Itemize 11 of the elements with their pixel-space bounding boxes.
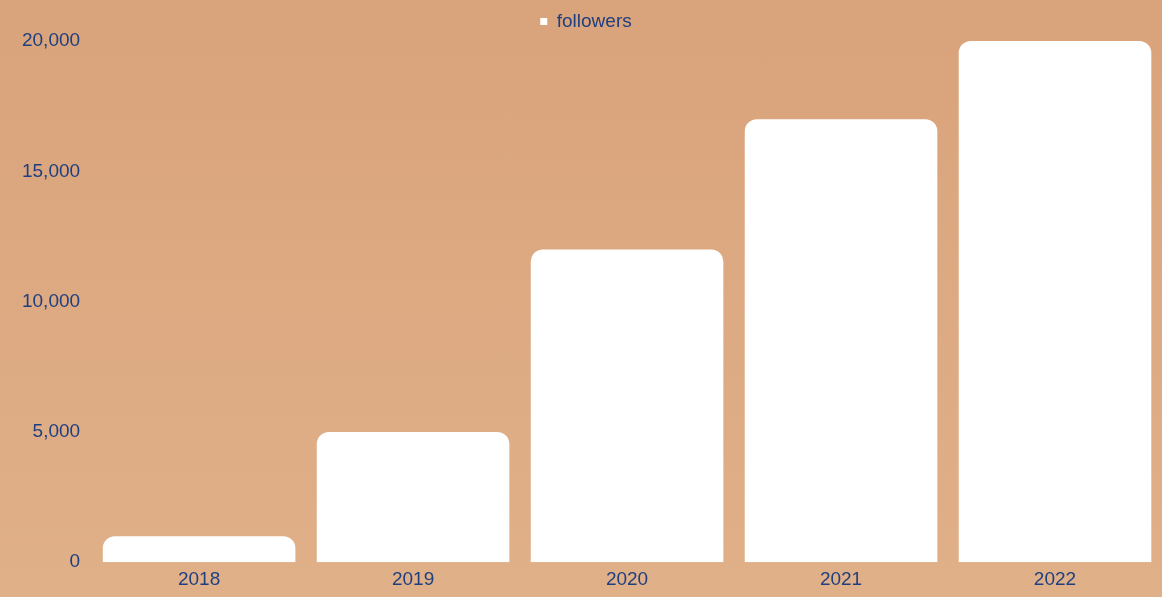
y-tick-label: 0 bbox=[69, 550, 81, 572]
y-tick-label: 5,000 bbox=[32, 420, 81, 442]
x-tick-label: 2021 bbox=[819, 567, 863, 589]
x-tick-label: 2022 bbox=[1033, 567, 1077, 589]
y-tick-label: 10,000 bbox=[21, 289, 81, 311]
legend-label: followers bbox=[556, 9, 632, 31]
x-tick-label: 2018 bbox=[177, 567, 221, 589]
y-tick-label: 15,000 bbox=[21, 159, 81, 181]
x-tick-label: 2020 bbox=[605, 567, 649, 589]
y-tick-label: 20,000 bbox=[21, 29, 81, 51]
x-tick-label: 2019 bbox=[391, 567, 435, 589]
